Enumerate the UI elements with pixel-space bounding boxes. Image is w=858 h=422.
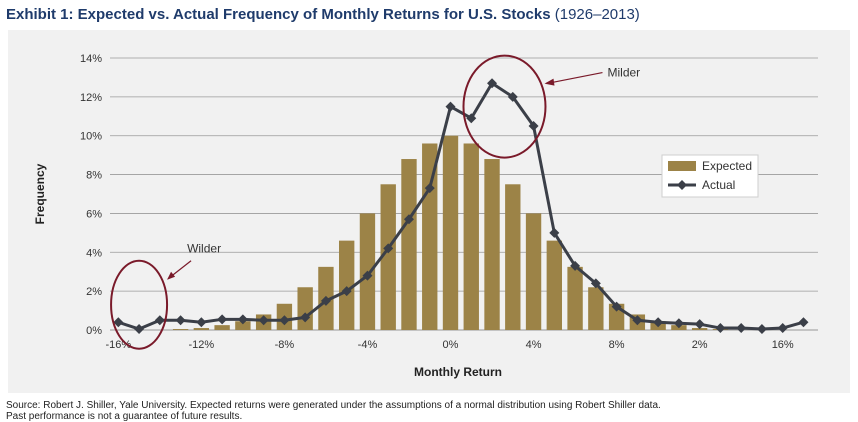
x-tick-label: 2% xyxy=(692,339,708,351)
y-tick-label: 4% xyxy=(86,247,102,259)
point-actual xyxy=(237,314,248,325)
legend-swatch-actual-marker xyxy=(677,180,687,190)
bar-expected xyxy=(422,143,438,330)
point-actual xyxy=(300,312,311,323)
point-actual xyxy=(549,227,560,238)
x-tick-label: 0% xyxy=(443,339,459,351)
bar-expected xyxy=(442,135,459,330)
bar-expected xyxy=(401,159,417,330)
point-actual xyxy=(217,314,228,325)
point-actual xyxy=(653,317,664,328)
point-actual xyxy=(777,323,788,334)
point-actual xyxy=(611,301,622,312)
x-tick-label: -12% xyxy=(189,339,215,351)
bar-expected xyxy=(339,240,355,330)
point-actual xyxy=(507,91,518,102)
bar-expected xyxy=(463,143,479,330)
point-actual xyxy=(756,324,767,335)
point-actual xyxy=(175,315,186,326)
bar-expected xyxy=(380,184,396,330)
point-actual xyxy=(673,318,684,329)
bar-expected xyxy=(588,287,604,330)
point-actual xyxy=(362,270,373,281)
x-tick-label: -4% xyxy=(358,339,378,351)
bar-expected xyxy=(484,159,500,330)
bar-expected xyxy=(505,184,521,330)
annotation-arrow-milder xyxy=(546,71,603,85)
bar-expected xyxy=(214,325,230,330)
x-tick-label: 16% xyxy=(772,339,794,351)
y-tick-label: 12% xyxy=(80,92,102,104)
annotation-label-milder: Milder xyxy=(607,66,640,80)
annotation-arrowhead-wilder xyxy=(167,271,176,280)
x-tick-label: -8% xyxy=(275,339,295,351)
bar-expected xyxy=(546,240,562,330)
point-actual xyxy=(279,315,290,326)
point-actual xyxy=(694,319,705,330)
y-tick-label: 14% xyxy=(80,53,102,65)
point-actual xyxy=(258,315,269,326)
y-tick-label: 6% xyxy=(86,208,102,220)
point-actual xyxy=(528,121,539,131)
source-line-2: Past performance is not a guarantee of f… xyxy=(6,411,243,422)
y-axis-title: Frequency xyxy=(33,163,47,224)
x-tick-label: 8% xyxy=(609,339,625,351)
point-actual xyxy=(632,315,643,326)
chart-title-period: (1926–2013) xyxy=(554,6,640,23)
bar-expected xyxy=(172,329,189,330)
point-actual xyxy=(320,295,331,306)
point-actual xyxy=(570,260,581,271)
source-note: Source: Robert J. Shiller, Yale Universi… xyxy=(6,400,661,422)
bar-expected xyxy=(235,321,251,330)
point-actual xyxy=(383,243,394,254)
line-actual xyxy=(117,81,804,331)
legend-swatch-expected xyxy=(668,161,696,171)
bar-expected xyxy=(525,213,542,330)
annotation-circle-milder xyxy=(462,54,547,159)
bar-expected xyxy=(193,328,210,330)
point-actual xyxy=(196,317,207,328)
bar-expected xyxy=(297,287,313,330)
point-actual xyxy=(154,315,165,326)
point-actual xyxy=(736,323,747,334)
legend-label-actual: Actual xyxy=(702,178,735,192)
legend-label-expected: Expected xyxy=(702,159,752,173)
y-tick-label: 10% xyxy=(80,131,102,143)
point-actual xyxy=(403,214,414,225)
point-actual xyxy=(466,113,477,124)
point-actual xyxy=(134,324,145,335)
x-axis-title: Monthly Return xyxy=(414,365,502,379)
y-tick-label: 0% xyxy=(86,325,102,337)
annotation-arrowhead-milder xyxy=(544,78,555,86)
x-tick-label: 4% xyxy=(526,339,542,351)
point-actual xyxy=(590,278,601,289)
y-tick-label: 2% xyxy=(86,286,102,298)
point-actual xyxy=(113,317,124,328)
point-actual xyxy=(424,183,435,194)
point-actual xyxy=(715,323,726,334)
chart-title: Exhibit 1: Expected vs. Actual Frequency… xyxy=(6,6,640,23)
chart-title-main: Exhibit 1: Expected vs. Actual Frequency… xyxy=(6,6,551,23)
point-actual xyxy=(445,101,456,112)
y-tick-label: 8% xyxy=(86,170,102,182)
bar-expected xyxy=(567,266,583,330)
source-line-1: Source: Robert J. Shiller, Yale Universi… xyxy=(6,400,661,411)
point-actual xyxy=(798,317,809,328)
annotation-label-wilder: Wilder xyxy=(187,242,221,256)
point-actual xyxy=(341,286,352,297)
point-actual xyxy=(487,78,498,89)
annotation-circle-wilder xyxy=(110,259,169,350)
